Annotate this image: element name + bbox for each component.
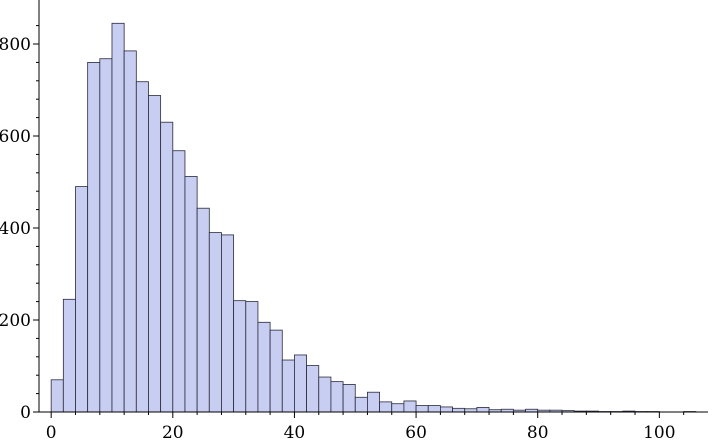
histogram-bar bbox=[245, 301, 259, 413]
histogram-bar bbox=[172, 150, 186, 413]
bars-group bbox=[50, 22, 697, 413]
histogram-bar bbox=[281, 359, 295, 413]
y-tick-label: 400 bbox=[0, 219, 31, 239]
histogram-bar bbox=[62, 298, 76, 413]
histogram-bar bbox=[148, 95, 162, 413]
histogram-bar bbox=[354, 396, 368, 413]
histogram-bar bbox=[75, 186, 89, 413]
histogram-bar bbox=[342, 383, 356, 413]
histogram-bar bbox=[427, 405, 441, 413]
histogram-bar bbox=[208, 232, 222, 413]
histogram-bar bbox=[111, 22, 125, 413]
histogram-bar bbox=[415, 405, 429, 413]
histogram-bar bbox=[439, 406, 453, 413]
x-tick-label: 100 bbox=[643, 423, 675, 443]
histogram-bar bbox=[269, 329, 283, 413]
y-axis-ticks: 0 200 400 600 800 bbox=[0, 25, 39, 423]
histogram-bar bbox=[196, 207, 210, 413]
x-tick-label: 20 bbox=[162, 423, 184, 443]
x-axis-ticks: 0 20 40 60 80 100 bbox=[46, 412, 685, 443]
y-tick-label: 0 bbox=[20, 403, 31, 423]
histogram-bar bbox=[306, 365, 320, 413]
histogram-bar bbox=[135, 81, 149, 413]
histogram-bar bbox=[99, 58, 113, 413]
histogram-bar bbox=[318, 376, 332, 413]
histogram-bar bbox=[221, 234, 235, 413]
histogram-bar bbox=[233, 300, 247, 413]
histogram-bar bbox=[184, 176, 198, 413]
x-tick-label: 80 bbox=[527, 423, 549, 443]
histogram-bar bbox=[391, 403, 405, 413]
histogram-bar bbox=[160, 121, 174, 413]
histogram-bar bbox=[476, 406, 490, 413]
histogram-bar bbox=[379, 401, 393, 413]
histogram-bar bbox=[330, 381, 344, 413]
histogram-bar bbox=[50, 379, 64, 413]
y-tick-label: 200 bbox=[0, 311, 31, 331]
histogram-bar bbox=[452, 407, 466, 413]
histogram-bar bbox=[257, 321, 271, 413]
y-tick-label: 800 bbox=[0, 35, 31, 55]
x-tick-label: 40 bbox=[284, 423, 306, 443]
x-tick-label: 60 bbox=[405, 423, 427, 443]
histogram-bar bbox=[87, 62, 101, 413]
y-tick-label: 600 bbox=[0, 127, 31, 147]
x-tick-label: 0 bbox=[46, 423, 57, 443]
histogram-bar bbox=[403, 400, 417, 413]
histogram-bar bbox=[367, 391, 380, 413]
histogram-bar bbox=[294, 354, 308, 413]
histogram-bar bbox=[123, 50, 137, 413]
